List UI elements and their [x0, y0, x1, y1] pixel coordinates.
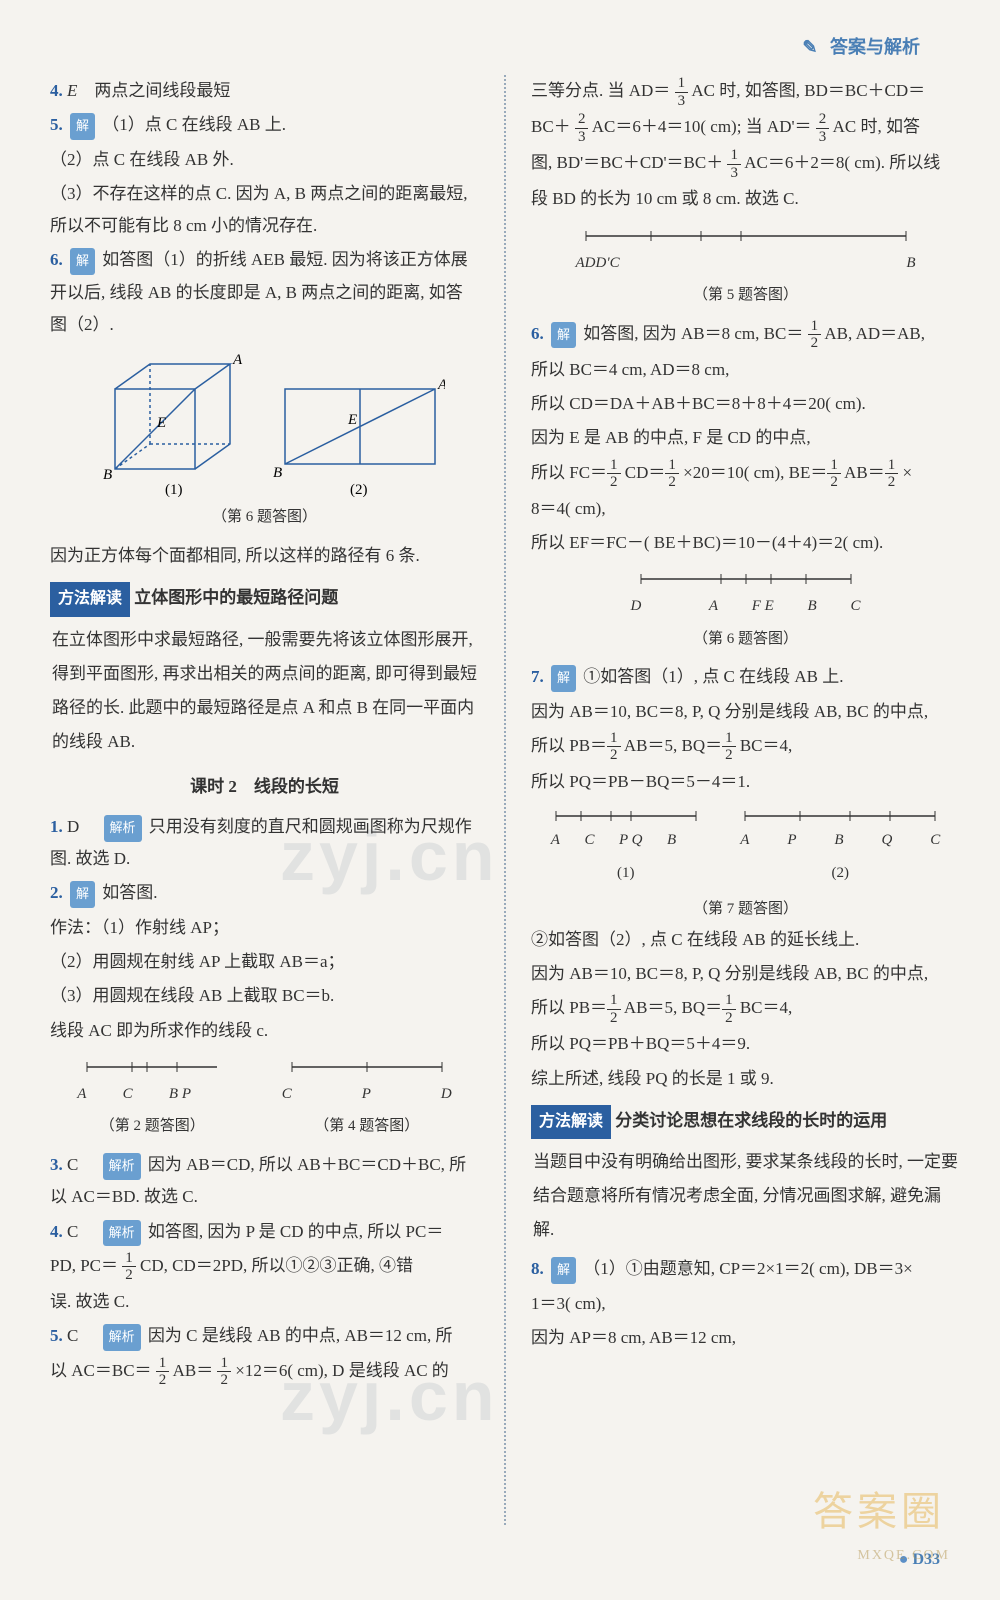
- method1-head: 方法解读 立体图形中的最短路径问题: [50, 582, 479, 616]
- svg-text:A: A: [232, 352, 243, 368]
- r7: 7. 解 ①如答图（1）, 点 C 在线段 AB 上.: [531, 661, 960, 693]
- s5: 5. C 解析 因为 C 是线段 AB 的中点, AB＝12 cm, 所: [50, 1320, 479, 1352]
- q5-2: （2）点 C 在线段 AB 外.: [50, 144, 479, 176]
- q4: 4. E 两点之间线段最短: [50, 75, 479, 107]
- cube-unfold-svg: A B E (1) A B E (2): [85, 349, 445, 499]
- r5-figure: ADD'CB （第 5 题答图）: [531, 224, 960, 310]
- section-title: 课时 2 线段的长短: [50, 771, 479, 803]
- s2-figure: ACB P （第 2 题答图） CPD （第 4 题答图）: [50, 1055, 479, 1141]
- q5-3: （3）不存在这样的点 C. 因为 A, B 两点之间的距离最短, 所以不可能有比…: [50, 178, 479, 243]
- left-column: 4. E 两点之间线段最短 5. 解 （1）点 C 在线段 AB 上. （2）点…: [50, 75, 479, 1525]
- stamp-sub: MXQE.COM: [857, 1543, 950, 1570]
- s1: 1. D 解析 只用没有刻度的直尺和圆规画图称为尺规作图. 故选 D.: [50, 811, 479, 876]
- method2-para: 当题目中没有明确给出图形, 要求某条线段的长时, 一定要结合题意将所有情况考虑全…: [531, 1141, 960, 1251]
- r8: 8. 解 （1）①由题意知, CP＝2×1＝2( cm), DB＝3×: [531, 1253, 960, 1285]
- r6: 6. 解 如答图, 因为 AB＝8 cm, BC＝ 12 AB, AD＝AB,: [531, 318, 960, 352]
- q6-l2: 因为正方体每个面都相同, 所以这样的路径有 6 条.: [50, 540, 479, 572]
- method2-head: 方法解读 分类讨论思想在求线段的长时的运用: [531, 1105, 960, 1139]
- q6-figure: A B E (1) A B E (2) （第 6 题答图）: [50, 349, 479, 532]
- tag-solve: 解: [70, 113, 95, 140]
- r7-figure: ACP QB (1) APBQC (2): [531, 806, 960, 887]
- q6: 6. 解 如答图（1）的折线 AEB 最短. 因为将该正方体展开以后, 线段 A…: [50, 244, 479, 341]
- s2: 2. 解 如答图.: [50, 877, 479, 909]
- content-columns: 4. E 两点之间线段最短 5. 解 （1）点 C 在线段 AB 上. （2）点…: [50, 75, 960, 1525]
- s3: 3. C 解析 因为 AB＝CD, 所以 AB＋BC＝CD＋BC, 所以 AC＝…: [50, 1149, 479, 1214]
- svg-text:E: E: [156, 415, 166, 431]
- svg-text:(2): (2): [350, 482, 368, 498]
- svg-text:B: B: [103, 467, 112, 483]
- svg-text:B: B: [273, 465, 282, 481]
- answer-stamp: 答案圈: [813, 1474, 945, 1550]
- header-icon: ✎: [802, 30, 817, 64]
- s4: 4. C 解析 如答图, 因为 P 是 CD 的中点, 所以 PC＝: [50, 1216, 479, 1248]
- svg-text:(1): (1): [165, 482, 183, 498]
- r6-figure: DAF EBC （第 6 题答图）: [531, 567, 960, 653]
- svg-text:E: E: [347, 412, 357, 428]
- column-divider: [504, 75, 506, 1525]
- q5: 5. 解 （1）点 C 在线段 AB 上.: [50, 109, 479, 141]
- header-title: 答案与解析: [830, 37, 920, 57]
- page-header: ✎ 答案与解析: [802, 30, 920, 64]
- right-column: 三等分点. 当 AD＝ 13 AC 时, 如答图, BD＝BC＋CD＝ BC＋ …: [531, 75, 960, 1525]
- method1-para: 在立体图形中求最短路径, 一般需要先将该立体图形展开, 得到平面图形, 再求出相…: [50, 619, 479, 763]
- svg-text:A: A: [437, 377, 445, 393]
